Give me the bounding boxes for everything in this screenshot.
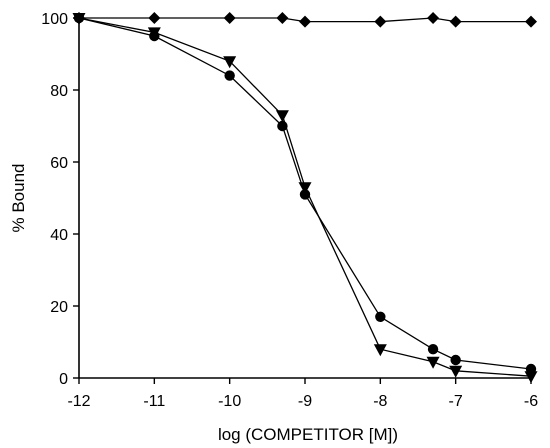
data-point-circle: [450, 354, 461, 366]
x-axis-title: log (COMPETITOR [M]): [218, 425, 398, 444]
plot-series: [72, 12, 538, 384]
data-point-triangle-down: [426, 356, 440, 369]
y-axis-title: % Bound: [9, 164, 28, 233]
x-tick-label: -10: [218, 393, 241, 410]
y-tick-label: 100: [41, 11, 68, 28]
x-tick-label: -12: [67, 393, 90, 410]
data-point-diamond: [276, 12, 289, 24]
y-tick-label: 40: [50, 227, 68, 244]
data-point-diamond: [449, 15, 462, 28]
data-point-diamond: [374, 15, 387, 28]
data-point-diamond: [148, 12, 161, 24]
data-point-diamond: [525, 15, 537, 28]
data-point-circle: [224, 70, 235, 81]
x-tick-label: -9: [298, 393, 312, 410]
data-point-circle: [149, 30, 160, 42]
data-point-circle: [277, 120, 288, 132]
y-tick-label: 0: [59, 371, 68, 388]
data-point-circle: [375, 311, 386, 322]
data-point-circle: [427, 344, 439, 355]
data-point-diamond: [299, 15, 311, 28]
data-point-diamond: [223, 12, 236, 24]
x-tick-label: -7: [449, 393, 463, 410]
data-point-circle: [299, 189, 311, 200]
data-point-triangle-down: [373, 344, 387, 357]
data-point-triangle-down: [223, 56, 237, 69]
x-tick-label: -6: [524, 393, 538, 410]
data-point-circle: [525, 363, 537, 375]
x-tick-label: -8: [373, 393, 387, 410]
data-point-diamond: [427, 12, 440, 24]
y-tick-label: 20: [50, 299, 68, 316]
data-point-triangle-down: [275, 110, 289, 123]
x-tick-label: -11: [143, 393, 165, 410]
axes: 0 20 40 60 80 100 -12 -11 -10 -9 -8 -7 -6: [41, 11, 538, 410]
data-point-triangle-down: [449, 365, 463, 378]
y-tick-label: 60: [50, 155, 68, 172]
y-tick-label: 80: [50, 83, 68, 100]
